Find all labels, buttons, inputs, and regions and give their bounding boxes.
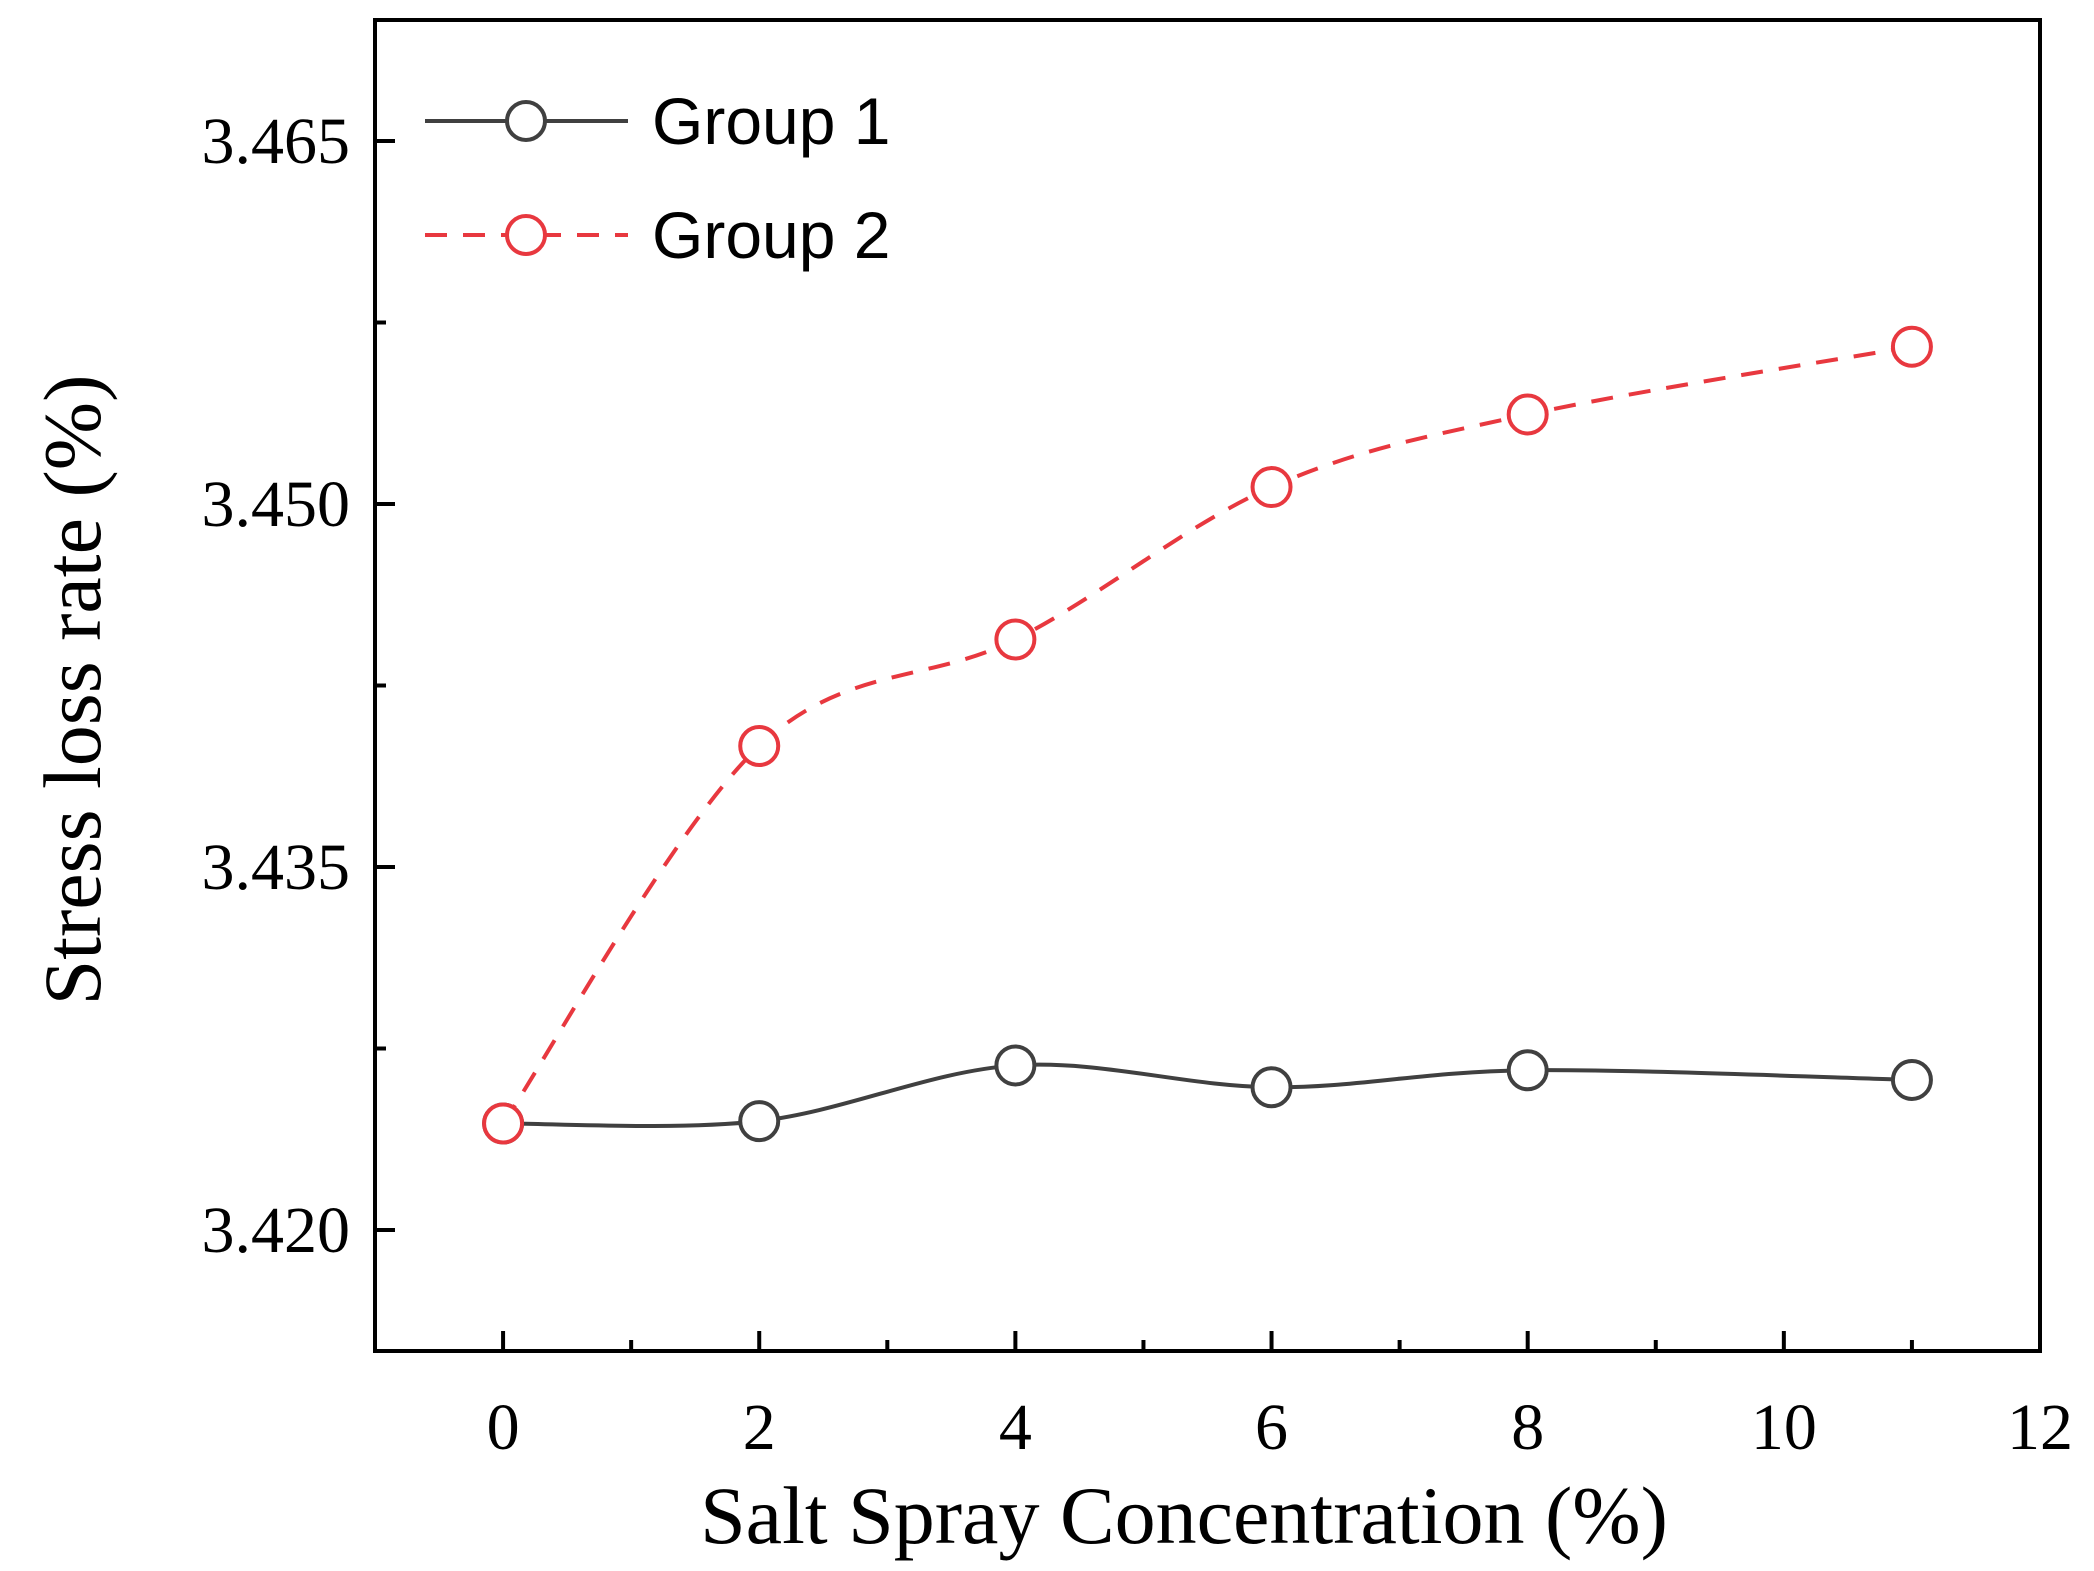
- x-tick-label: 4: [999, 1391, 1032, 1464]
- data-point: [1506, 1049, 1549, 1092]
- y-tick-label: 3.450: [202, 468, 351, 541]
- x-axis-title: Salt Spray Concentration (%): [700, 1470, 1668, 1561]
- data-point: [1250, 466, 1293, 509]
- x-tick-label: 12: [2007, 1391, 2073, 1464]
- x-tick-label: 6: [1255, 1391, 1288, 1464]
- legend-label: Group 2: [652, 198, 890, 272]
- data-point: [738, 1100, 781, 1143]
- x-tick-label: 10: [1751, 1391, 1817, 1464]
- series-line: [501, 344, 1913, 1125]
- legend-entry: Group 2: [425, 198, 890, 272]
- series-2: [482, 325, 1933, 1145]
- y-tick-label: 3.465: [202, 105, 351, 178]
- data-point: [1890, 1058, 1933, 1101]
- legend-entry: Group 1: [425, 84, 890, 158]
- data-point: [482, 1102, 525, 1145]
- data-point: [994, 1044, 1037, 1087]
- y-axis-ticks: 3.420 3.435 3.450 3.465: [202, 105, 395, 1267]
- series-1: [482, 1044, 1933, 1145]
- legend: Group 1 Group 2: [425, 84, 890, 272]
- data-point: [994, 618, 1037, 661]
- x-axis-ticks: 0 2 4 6 8 10 12: [487, 1331, 2073, 1464]
- y-tick-label: 3.420: [202, 1194, 351, 1267]
- x-tick-label: 8: [1511, 1391, 1544, 1464]
- y-axis-title: Stress loss rate (%): [27, 375, 118, 1006]
- x-tick-label: 0: [487, 1391, 520, 1464]
- series-layer: [482, 325, 1933, 1145]
- data-point: [738, 725, 781, 767]
- data-point: [1506, 393, 1549, 436]
- y-tick-label: 3.435: [202, 831, 351, 904]
- x-tick-label: 2: [743, 1391, 776, 1464]
- data-point: [1890, 325, 1933, 368]
- series-line: [503, 1062, 1912, 1129]
- legend-marker: [505, 214, 547, 256]
- data-point: [1250, 1066, 1293, 1109]
- legend-marker: [505, 100, 547, 142]
- legend-label: Group 1: [652, 84, 890, 158]
